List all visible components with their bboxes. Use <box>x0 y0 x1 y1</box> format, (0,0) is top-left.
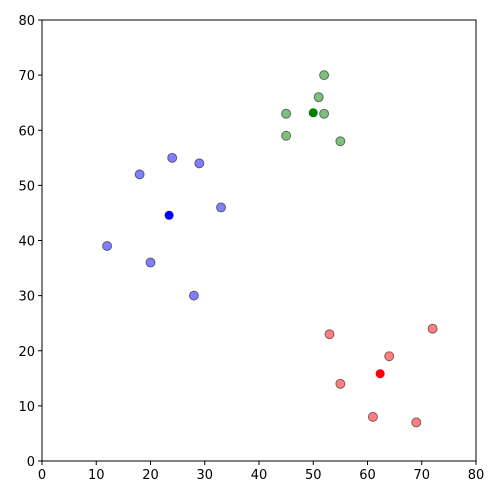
point <box>134 169 145 180</box>
point <box>281 108 292 119</box>
plot-frame <box>41 19 477 462</box>
point <box>281 130 292 141</box>
x-tick-label: 50 <box>305 468 322 483</box>
point <box>411 417 422 428</box>
point <box>216 202 227 213</box>
y-tick-label: 70 <box>18 69 35 84</box>
x-tick-label: 10 <box>88 468 105 483</box>
point <box>427 323 438 334</box>
point <box>367 411 378 422</box>
point <box>194 158 205 169</box>
point <box>167 152 178 163</box>
x-tick-label: 0 <box>38 468 46 483</box>
point <box>145 257 156 268</box>
point <box>375 369 385 379</box>
x-tick-label: 70 <box>413 468 430 483</box>
point <box>164 210 174 220</box>
point <box>324 329 335 340</box>
y-tick-label: 60 <box>18 124 35 139</box>
point <box>384 351 395 362</box>
x-tick-label: 20 <box>142 468 159 483</box>
y-tick-label: 40 <box>18 235 35 250</box>
point <box>319 108 330 119</box>
point <box>188 290 199 301</box>
point <box>335 136 346 147</box>
x-tick-label: 30 <box>196 468 213 483</box>
point <box>319 70 330 81</box>
y-tick-label: 80 <box>18 14 35 29</box>
y-tick-label: 20 <box>18 345 35 360</box>
x-tick-label: 80 <box>468 468 485 483</box>
point <box>335 378 346 389</box>
x-tick-label: 60 <box>359 468 376 483</box>
x-tick-label: 40 <box>251 468 268 483</box>
y-tick-label: 10 <box>18 400 35 415</box>
point <box>102 241 113 252</box>
y-tick-label: 30 <box>18 290 35 305</box>
y-tick-label: 0 <box>27 455 35 470</box>
point <box>308 108 318 118</box>
y-tick-label: 50 <box>18 179 35 194</box>
point <box>313 92 324 103</box>
